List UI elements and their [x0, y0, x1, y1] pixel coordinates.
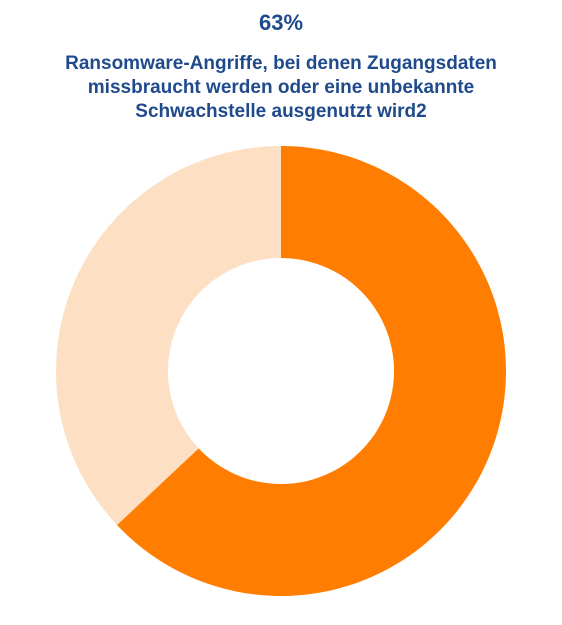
caption-line-1: Ransomware-Angriffe, bei denen Zugangsda… — [65, 53, 497, 74]
chart-caption: Ransomware-Angriffe, bei denen Zugangsda… — [0, 52, 562, 124]
donut-slice-2 — [56, 146, 281, 526]
donut-slice-1 — [116, 146, 507, 596]
headline-percentage: 63% — [258, 10, 304, 35]
caption-line-3: Schwachstelle ausgenutzt wird2 — [135, 101, 427, 122]
caption-line-2: missbraucht werden oder eine unbekannte — [87, 77, 475, 98]
donut-slices — [56, 146, 507, 596]
